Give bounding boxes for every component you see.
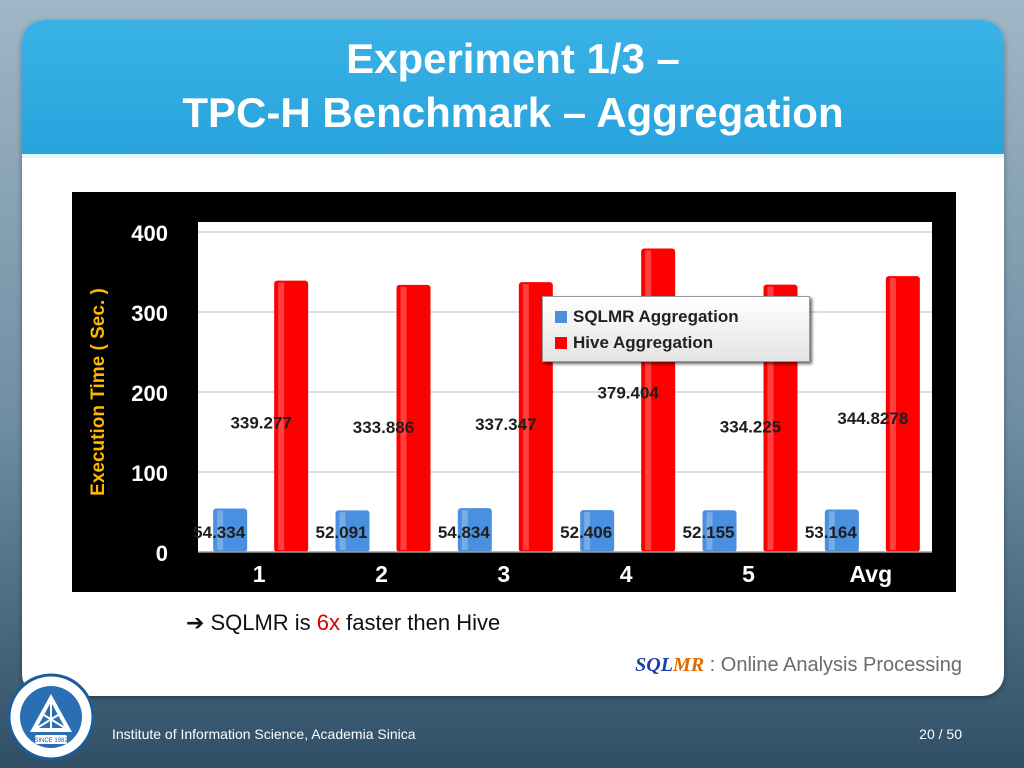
conclusion-note: ➔ SQLMR is 6x faster then Hive — [186, 610, 500, 638]
legend-swatch-hive — [555, 337, 567, 349]
bar-sqlmr — [457, 508, 492, 552]
y-axis-title: Execution Time ( Sec. ) — [88, 288, 109, 496]
y-tick-label: 0 — [156, 541, 168, 566]
tagline: SQLMR : Online Analysis Processing — [635, 654, 962, 677]
y-tick-label: 400 — [131, 221, 168, 246]
bar-sqlmr-highlight — [217, 510, 224, 550]
footer-institute: Institute of Information Science, Academ… — [112, 726, 416, 742]
data-label-sqlmr: 54.334 — [193, 523, 246, 542]
bar-hive-highlight — [767, 286, 774, 550]
bar-hive — [274, 280, 309, 552]
bar-sqlmr — [702, 510, 737, 552]
data-label-hive: 337.347 — [475, 415, 536, 434]
title-band: Experiment 1/3 – TPC-H Benchmark – Aggre… — [22, 20, 1004, 158]
brand-sql: SQL — [635, 654, 673, 676]
page-number: 20 / 50 — [919, 726, 962, 742]
logo-since-text: SINCE 1982 — [34, 738, 68, 744]
tagline-text: : Online Analysis Processing — [704, 654, 962, 676]
data-label-hive: 379.404 — [597, 383, 659, 402]
y-tick-label: 200 — [131, 381, 168, 406]
bar-sqlmr-highlight — [584, 512, 591, 550]
data-label-sqlmr: 52.091 — [316, 523, 368, 542]
y-tick-label: 300 — [131, 301, 168, 326]
x-tick-label: 1 — [253, 561, 266, 587]
data-label-hive: 339.277 — [230, 414, 291, 433]
note-prefix: SQLMR is — [210, 610, 317, 635]
bar-hive — [396, 284, 431, 552]
title-line-2: TPC-H Benchmark – Aggregation — [182, 89, 844, 136]
legend-item-hive: Hive Aggregation — [555, 331, 713, 355]
institute-logo: SINCE 1982 — [7, 673, 95, 761]
data-label-hive: 333.886 — [353, 418, 414, 437]
bar-sqlmr-highlight — [339, 512, 346, 550]
data-label-sqlmr: 52.406 — [560, 523, 612, 542]
data-label-hive: 334.225 — [720, 418, 781, 437]
x-tick-label: 3 — [497, 561, 510, 587]
bar-hive-highlight — [522, 284, 529, 550]
y-tick-label: 100 — [131, 461, 168, 486]
plot-area — [198, 222, 932, 552]
bar-sqlmr — [824, 509, 859, 552]
chart-legend: SQLMR Aggregation Hive Aggregation — [542, 296, 810, 362]
bar-hive-highlight — [889, 278, 896, 550]
x-tick-label: 5 — [742, 561, 755, 587]
bar-hive-highlight — [400, 286, 407, 550]
bar-sqlmr-highlight — [461, 510, 468, 550]
slide: Experiment 1/3 – TPC-H Benchmark – Aggre… — [22, 20, 1004, 696]
right-arrow-icon: ➔ — [186, 610, 205, 635]
data-label-sqlmr: 53.164 — [805, 523, 858, 542]
data-label-sqlmr: 54.834 — [438, 523, 491, 542]
bar-sqlmr-highlight — [706, 512, 713, 550]
chart-svg: 0 100 200 300 400 Execution Time ( Sec. ) 54.3… — [88, 221, 932, 587]
title-line-1: Experiment 1/3 – — [346, 35, 680, 82]
note-suffix: faster then Hive — [340, 610, 501, 635]
x-tick-label: 2 — [375, 561, 388, 587]
slide-title: Experiment 1/3 – TPC-H Benchmark – Aggre… — [22, 32, 1004, 140]
note-highlight: 6x — [316, 610, 341, 635]
x-tick-label: 4 — [620, 561, 633, 587]
bar-hive-highlight — [278, 282, 285, 550]
bar-sqlmr — [580, 510, 615, 552]
legend-item-sqlmr: SQLMR Aggregation — [555, 305, 739, 329]
legend-label-sqlmr: SQLMR Aggregation — [573, 307, 739, 326]
bar-chart: 0 100 200 300 400 Execution Time ( Sec. ) 54.3… — [72, 192, 956, 592]
data-label-hive: 344.8278 — [837, 409, 908, 428]
bar-sqlmr — [335, 510, 370, 552]
bar-sqlmr-highlight — [828, 511, 835, 550]
legend-swatch-sqlmr — [555, 311, 567, 323]
bar-hive-highlight — [645, 250, 652, 550]
bar-hive — [885, 276, 920, 552]
data-label-sqlmr: 52.155 — [683, 523, 735, 542]
x-tick-label: Avg — [850, 561, 893, 587]
brand-mr: MR — [672, 654, 705, 676]
bar-sqlmr — [213, 508, 248, 552]
legend-label-hive: Hive Aggregation — [573, 333, 714, 352]
